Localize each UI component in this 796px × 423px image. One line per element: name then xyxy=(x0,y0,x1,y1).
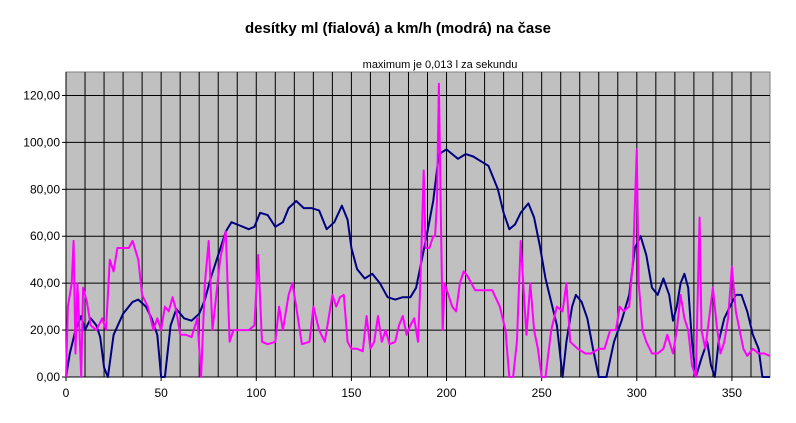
y-tick-label: 0,00 xyxy=(37,370,61,384)
x-tick-label: 50 xyxy=(154,386,168,400)
axes xyxy=(62,72,770,381)
x-tick-label: 150 xyxy=(341,386,361,400)
tick-labels: 0,00 20,00 40,00 60,00 80,00 100,00 120,00 0 50 1… xyxy=(23,88,742,400)
y-tick-label: 40,00 xyxy=(30,276,60,290)
x-tick-label: 200 xyxy=(437,386,457,400)
y-tick-label: 100,00 xyxy=(23,135,60,149)
y-tick-label: 60,00 xyxy=(30,229,60,243)
y-tick-label: 20,00 xyxy=(30,323,60,337)
y-tick-label: 80,00 xyxy=(30,182,60,196)
speed-series-line xyxy=(65,148,770,378)
x-tick-label: 350 xyxy=(722,386,742,400)
x-tick-label: 250 xyxy=(532,386,552,400)
x-tick-label: 300 xyxy=(627,386,647,400)
chart-subtitle: maximum je 0,013 l za sekundu xyxy=(363,59,518,71)
y-tick-label: 120,00 xyxy=(23,88,60,102)
consumption-series-line xyxy=(65,82,771,378)
chart-title: desítky ml (fialová) a km/h (modrá) na č… xyxy=(245,20,551,37)
series-lines xyxy=(65,82,771,378)
x-tick-label: 0 xyxy=(63,386,70,400)
x-tick-label: 100 xyxy=(246,386,266,400)
